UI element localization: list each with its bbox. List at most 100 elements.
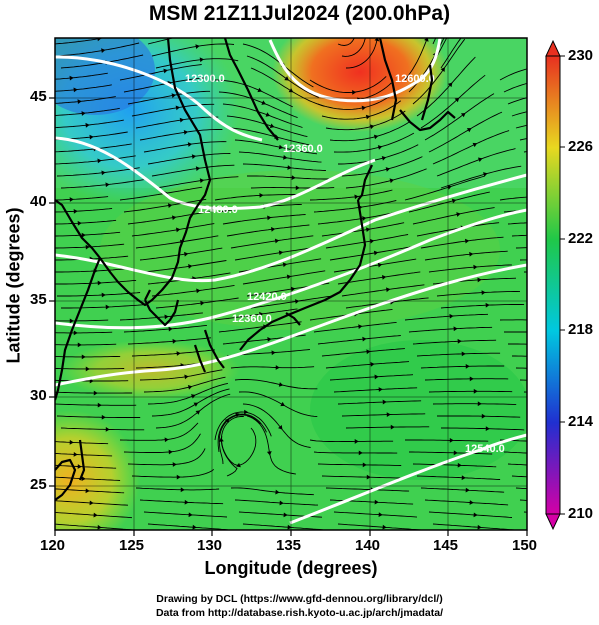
streamline bbox=[55, 231, 121, 237]
streamline bbox=[131, 349, 215, 357]
streamline bbox=[412, 339, 497, 345]
streamline-arrow bbox=[461, 475, 466, 481]
streamline-arrow bbox=[477, 524, 482, 530]
colorbar-tick-label: 210 bbox=[568, 505, 594, 522]
streamline bbox=[511, 475, 527, 478]
streamline bbox=[218, 414, 261, 465]
streamline bbox=[55, 355, 121, 358]
streamline-arrow bbox=[378, 387, 383, 392]
streamline bbox=[247, 175, 331, 180]
streamline-arrow bbox=[85, 244, 90, 250]
streamline bbox=[55, 143, 132, 153]
streamline-arrow bbox=[176, 474, 181, 480]
streamline bbox=[55, 511, 133, 519]
streamline-arrow bbox=[354, 194, 359, 200]
streamline bbox=[214, 308, 298, 321]
streamline-arrow bbox=[283, 512, 288, 518]
streamline bbox=[218, 91, 298, 119]
streamline bbox=[436, 38, 448, 57]
streamline-arrow bbox=[572, 36, 576, 41]
streamline bbox=[309, 189, 393, 201]
streamline bbox=[55, 391, 133, 394]
streamline-arrow bbox=[73, 87, 78, 93]
colorbar-tick-label: 226 bbox=[568, 138, 594, 155]
streamline bbox=[404, 313, 489, 321]
streamline bbox=[57, 292, 141, 297]
streamline-arrow bbox=[77, 342, 82, 348]
streamline-arrow bbox=[386, 287, 391, 293]
streamline bbox=[218, 321, 302, 333]
colorbar-max-arrow bbox=[545, 39, 561, 57]
streamline-arrow bbox=[261, 100, 266, 105]
streamline bbox=[436, 290, 521, 297]
streamline bbox=[325, 487, 410, 492]
streamline bbox=[416, 352, 501, 357]
streamline-arrow bbox=[284, 76, 289, 81]
streamline-arrow bbox=[370, 361, 375, 367]
streamline-arrow bbox=[73, 330, 78, 336]
streamline-arrow bbox=[199, 178, 205, 184]
coastlines bbox=[55, 38, 456, 501]
streamline bbox=[416, 475, 501, 480]
streamline-arrow bbox=[358, 450, 363, 456]
streamline bbox=[309, 76, 387, 93]
streamline-arrow bbox=[287, 165, 292, 170]
streamline bbox=[511, 234, 527, 237]
streamline bbox=[123, 198, 207, 213]
streamline-arrow bbox=[561, 245, 565, 250]
streamline-arrow bbox=[352, 89, 357, 95]
streamline-arrow bbox=[184, 374, 189, 380]
streamline-arrow bbox=[369, 238, 375, 244]
contour-label: 12420.0 bbox=[247, 291, 287, 303]
streamline bbox=[234, 499, 319, 506]
streamline-arrow bbox=[271, 350, 276, 356]
x-tick-label: 145 bbox=[433, 537, 459, 554]
streamline bbox=[341, 413, 426, 417]
streamline-arrow bbox=[381, 155, 387, 161]
streamline bbox=[127, 210, 211, 225]
streamline bbox=[147, 38, 175, 45]
y-tick-label: 25 bbox=[30, 476, 47, 493]
streamline-arrow bbox=[81, 354, 86, 360]
contour-label-group: 12300.0 12360.0 12480.0 12420.0 12360.0 … bbox=[185, 73, 505, 455]
streamline bbox=[131, 223, 215, 237]
streamline bbox=[345, 426, 430, 429]
streamline-arrow bbox=[374, 499, 379, 505]
streamline-arrow bbox=[451, 198, 457, 204]
streamline-arrow bbox=[374, 374, 379, 380]
streamline bbox=[432, 403, 517, 405]
streamline-arrow bbox=[105, 182, 110, 188]
streamline-arrow bbox=[449, 313, 454, 319]
streamline-arrow bbox=[187, 384, 193, 390]
streamline-arrow bbox=[382, 524, 387, 530]
streamline bbox=[532, 296, 599, 300]
streamline-arrow bbox=[477, 277, 482, 283]
streamline bbox=[246, 415, 296, 475]
streamline bbox=[404, 175, 485, 201]
streamline bbox=[135, 116, 219, 129]
streamline-arrow bbox=[573, 404, 577, 409]
streamline bbox=[424, 499, 509, 506]
streamline-arrow bbox=[283, 154, 288, 160]
streamline-arrow bbox=[461, 351, 466, 357]
streamline bbox=[440, 303, 525, 309]
colorbar-gradient bbox=[545, 55, 561, 515]
streamline bbox=[242, 163, 326, 171]
streamline-arrow bbox=[77, 220, 82, 226]
streamline bbox=[139, 499, 224, 505]
streamline bbox=[408, 191, 490, 213]
streamline bbox=[499, 196, 527, 201]
x-tick-label: 135 bbox=[276, 537, 302, 554]
streamline-arrow bbox=[581, 185, 585, 190]
contour-lines bbox=[55, 38, 527, 525]
streamline-arrow bbox=[473, 512, 478, 518]
streamline-arrow bbox=[200, 300, 205, 306]
streamline bbox=[55, 72, 108, 80]
streamline bbox=[338, 144, 419, 165]
streamline-arrow bbox=[85, 366, 90, 372]
streamline bbox=[250, 67, 325, 107]
streamline-arrow bbox=[266, 451, 272, 456]
colorbar bbox=[545, 39, 565, 531]
streamline bbox=[214, 194, 298, 201]
